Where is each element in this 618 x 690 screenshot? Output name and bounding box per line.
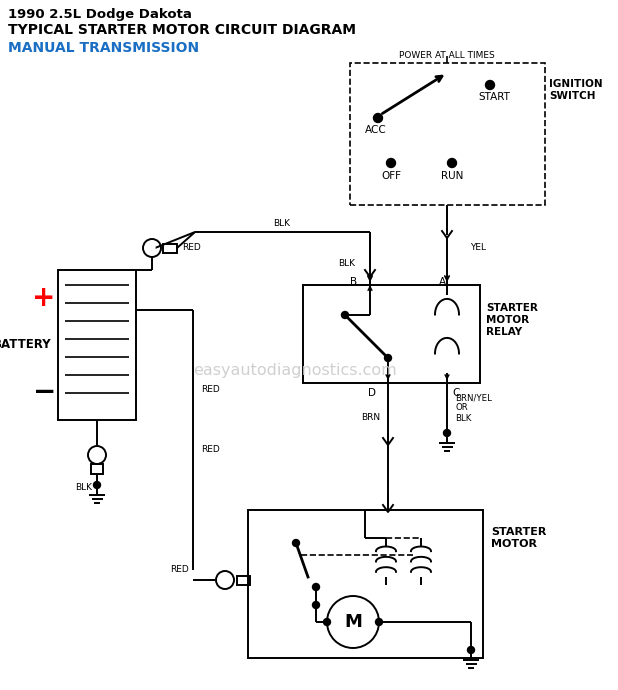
Text: POWER AT ALL TIMES: POWER AT ALL TIMES <box>399 52 495 61</box>
Bar <box>91 464 103 474</box>
Text: BLK: BLK <box>338 259 355 268</box>
Circle shape <box>323 618 331 626</box>
Bar <box>58 270 136 420</box>
Circle shape <box>313 602 320 609</box>
Circle shape <box>93 482 101 489</box>
Circle shape <box>292 540 300 546</box>
Text: ACC: ACC <box>365 125 387 135</box>
Text: IGNITION
SWITCH: IGNITION SWITCH <box>549 79 603 101</box>
Circle shape <box>149 245 155 251</box>
Text: A: A <box>439 277 446 287</box>
Text: RED: RED <box>201 446 220 455</box>
Circle shape <box>384 355 391 362</box>
Circle shape <box>342 311 349 319</box>
Circle shape <box>222 577 228 583</box>
Text: −: − <box>33 378 57 406</box>
Text: RED: RED <box>182 244 201 253</box>
Text: TYPICAL STARTER MOTOR CIRCUIT DIAGRAM: TYPICAL STARTER MOTOR CIRCUIT DIAGRAM <box>8 23 356 37</box>
Text: easyautodiagnostics.com: easyautodiagnostics.com <box>193 362 397 377</box>
Text: MANUAL TRANSMISSION: MANUAL TRANSMISSION <box>8 41 199 55</box>
Text: OFF: OFF <box>381 171 401 181</box>
Text: RED: RED <box>201 386 220 395</box>
Circle shape <box>467 647 475 653</box>
Text: RED: RED <box>170 566 189 575</box>
Text: START: START <box>478 92 510 102</box>
Text: STARTER
MOTOR
RELAY: STARTER MOTOR RELAY <box>486 304 538 337</box>
Text: +: + <box>32 284 56 312</box>
Circle shape <box>313 584 320 591</box>
Circle shape <box>444 429 451 437</box>
Text: RUN: RUN <box>441 171 463 181</box>
Text: B: B <box>350 277 357 287</box>
Bar <box>237 576 250 585</box>
Text: BRN: BRN <box>361 413 380 422</box>
Text: M: M <box>344 613 362 631</box>
Circle shape <box>94 452 100 458</box>
Circle shape <box>447 159 457 168</box>
Bar <box>350 63 545 205</box>
Text: BLK: BLK <box>75 484 92 493</box>
Text: BRN/YEL
OR
BLK: BRN/YEL OR BLK <box>455 393 492 423</box>
Text: STARTER
MOTOR: STARTER MOTOR <box>491 527 546 549</box>
Circle shape <box>376 618 383 626</box>
Text: C: C <box>452 388 459 398</box>
Text: D: D <box>368 388 376 398</box>
Bar <box>303 285 480 383</box>
Circle shape <box>373 113 383 123</box>
Text: 1990 2.5L Dodge Dakota: 1990 2.5L Dodge Dakota <box>8 8 192 21</box>
Text: YEL: YEL <box>470 244 486 253</box>
Bar <box>248 510 483 658</box>
Circle shape <box>386 159 396 168</box>
Text: BATTERY: BATTERY <box>0 339 52 351</box>
Circle shape <box>486 81 494 90</box>
Text: BLK: BLK <box>274 219 290 228</box>
Bar <box>163 244 177 253</box>
